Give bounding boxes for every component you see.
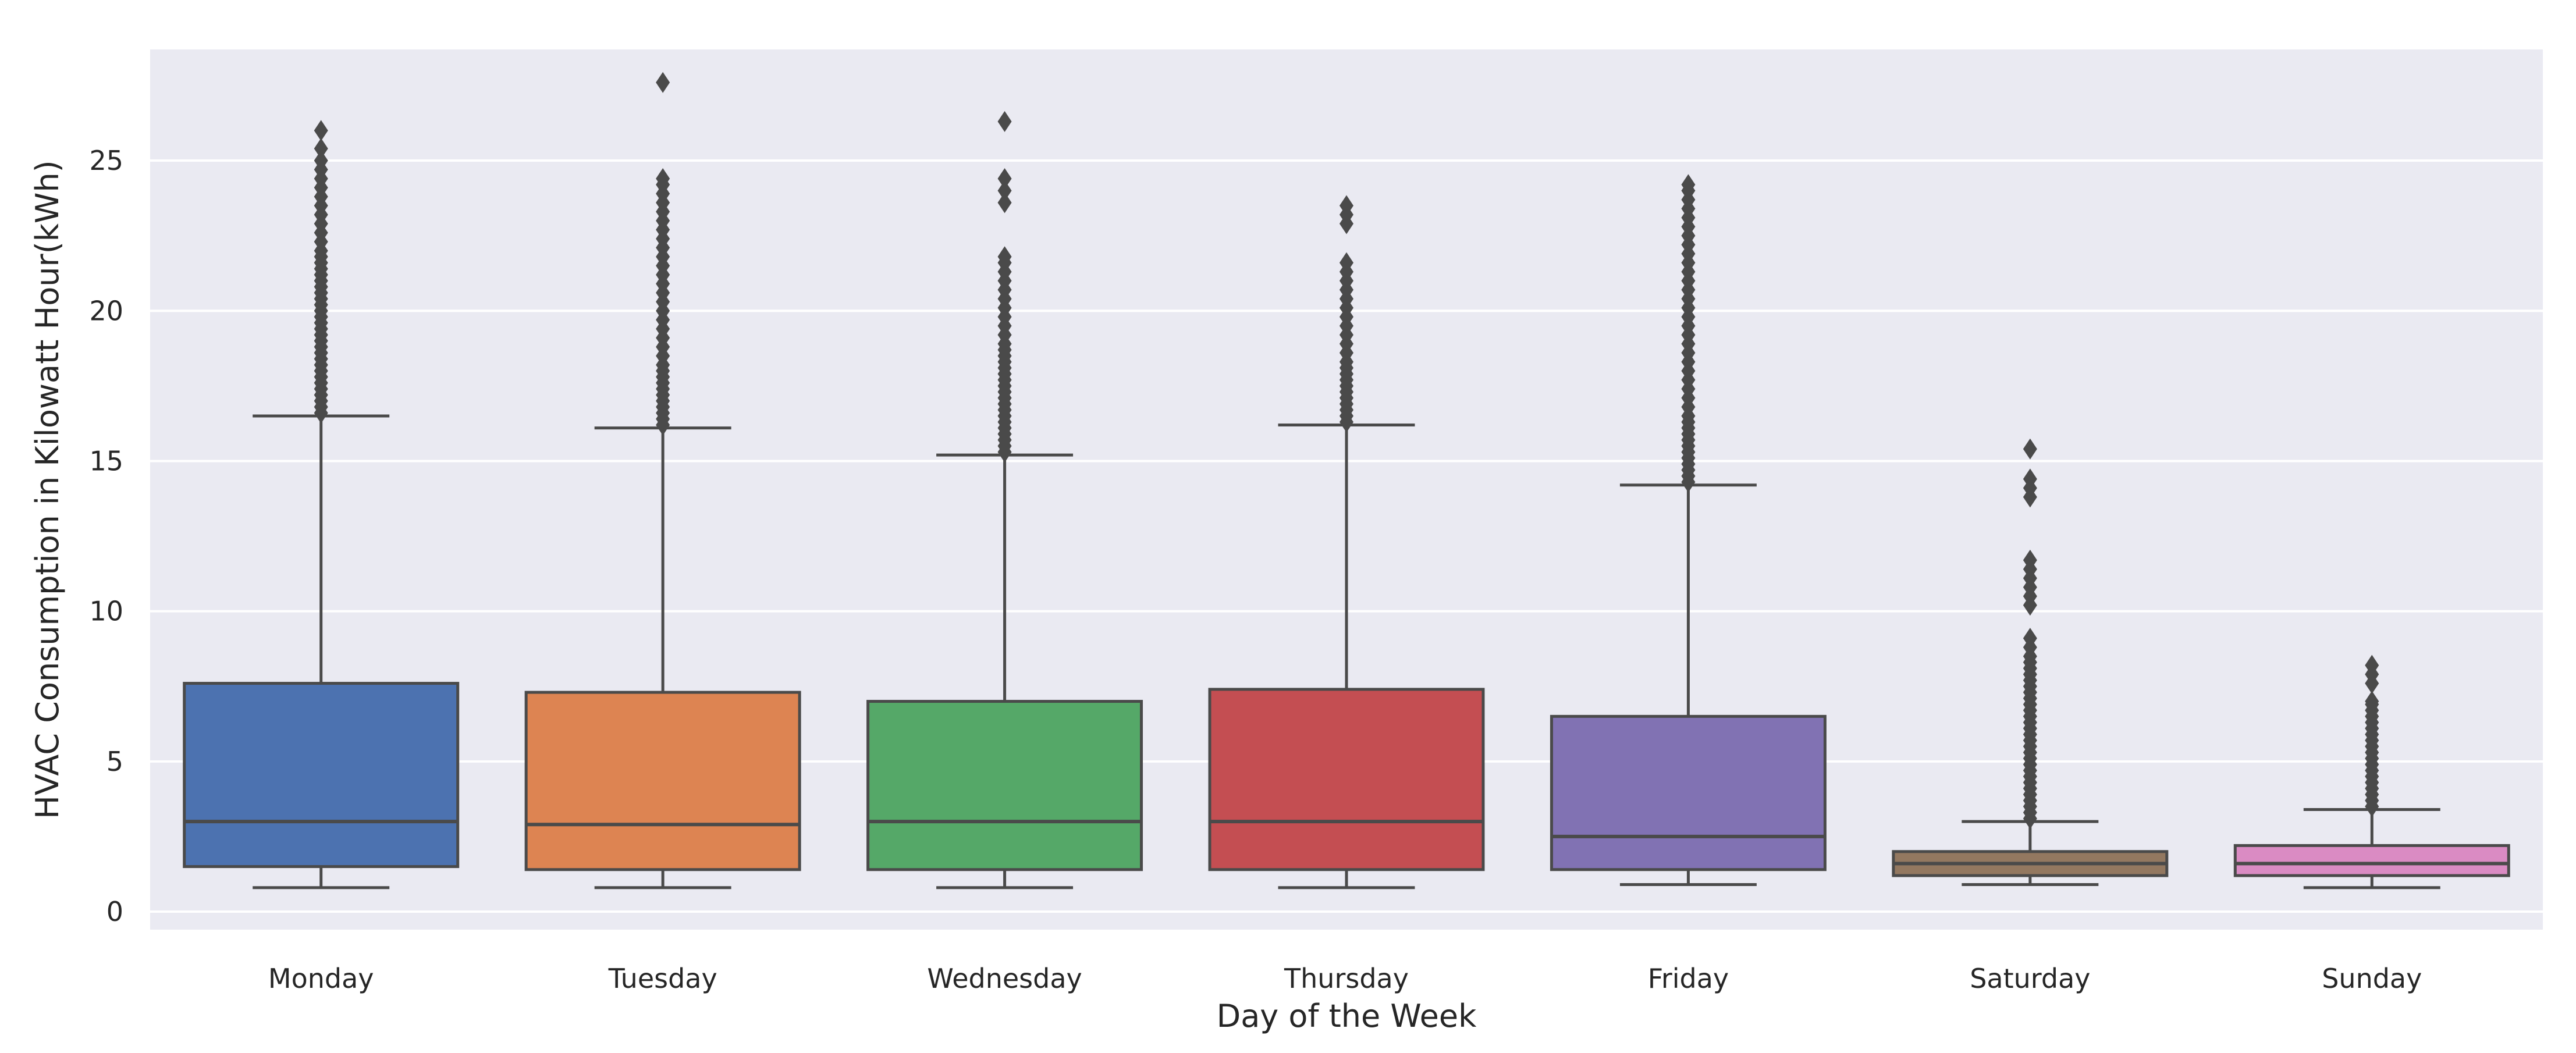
- box-friday: [1550, 714, 1827, 871]
- box-thursday: [1208, 688, 1485, 871]
- box-group-saturday: [1892, 438, 2169, 887]
- box-sunday: [2233, 844, 2510, 877]
- outlier-point-sunday-21: [2365, 654, 2379, 676]
- y-tick-label-25: 25: [89, 145, 123, 176]
- outlier-point-monday-39: [314, 120, 328, 141]
- outlier-point-tuesday-31: [656, 168, 670, 190]
- x-tick-label-friday: Friday: [1648, 963, 1729, 994]
- y-axis-title: HVAC Consumption in Kilowatt Hour(kWh): [29, 160, 66, 819]
- outlier-point-thursday-24: [1339, 195, 1353, 216]
- outlier-point-saturday-38: [2023, 468, 2037, 490]
- box-group-thursday: [1208, 195, 1485, 890]
- boxes: [183, 72, 2510, 890]
- x-tick-label-saturday: Saturday: [1970, 963, 2090, 994]
- outlier-point-monday-37: [314, 150, 328, 172]
- box-group-wednesday: [866, 111, 1143, 890]
- outlier-point-wednesday-32: [997, 111, 1012, 132]
- outlier-point-sunday-18: [2365, 691, 2379, 712]
- y-tick-label-20: 20: [89, 295, 123, 326]
- outlier-point-friday-37: [1681, 174, 1696, 195]
- box-tuesday: [524, 691, 801, 871]
- box-group-sunday: [2233, 654, 2510, 890]
- outlier-point-saturday-29: [2023, 628, 2037, 649]
- outlier-point-monday-38: [314, 138, 328, 159]
- outlier-point-wednesday-28: [997, 246, 1012, 268]
- box-group-tuesday: [524, 72, 801, 890]
- x-tick-label-tuesday: Tuesday: [608, 963, 717, 994]
- y-tick-label-0: 0: [106, 896, 123, 927]
- x-tick-label-wednesday: Wednesday: [927, 963, 1082, 994]
- outlier-point-wednesday-30: [997, 180, 1012, 201]
- y-tick-label-5: 5: [106, 746, 123, 777]
- outlier-point-wednesday-31: [997, 168, 1012, 190]
- outlier-point-thursday-21: [1339, 252, 1353, 273]
- outlier-point-saturday-39: [2023, 438, 2037, 460]
- x-axis-title: Day of the Week: [1217, 998, 1477, 1034]
- box-wednesday: [866, 700, 1143, 871]
- box-group-friday: [1550, 174, 1827, 887]
- box-group-monday: [183, 120, 460, 890]
- outlier-point-saturday-35: [2023, 549, 2037, 571]
- box-monday: [183, 682, 460, 869]
- y-tick-label-15: 15: [89, 445, 123, 476]
- x-tick-labels: Monday Tuesday Wednesday Thursday Friday Satu…: [268, 963, 2422, 994]
- y-tick-label-10: 10: [89, 596, 123, 627]
- outlier-point-wednesday-29: [997, 192, 1012, 214]
- x-tick-label-monday: Monday: [268, 963, 374, 994]
- y-tick-labels: 0 5 10 15 20 25: [89, 145, 123, 927]
- outlier-point-tuesday-32: [656, 72, 670, 93]
- x-tick-label-thursday: Thursday: [1284, 963, 1409, 994]
- x-tick-label-sunday: Sunday: [2322, 963, 2422, 994]
